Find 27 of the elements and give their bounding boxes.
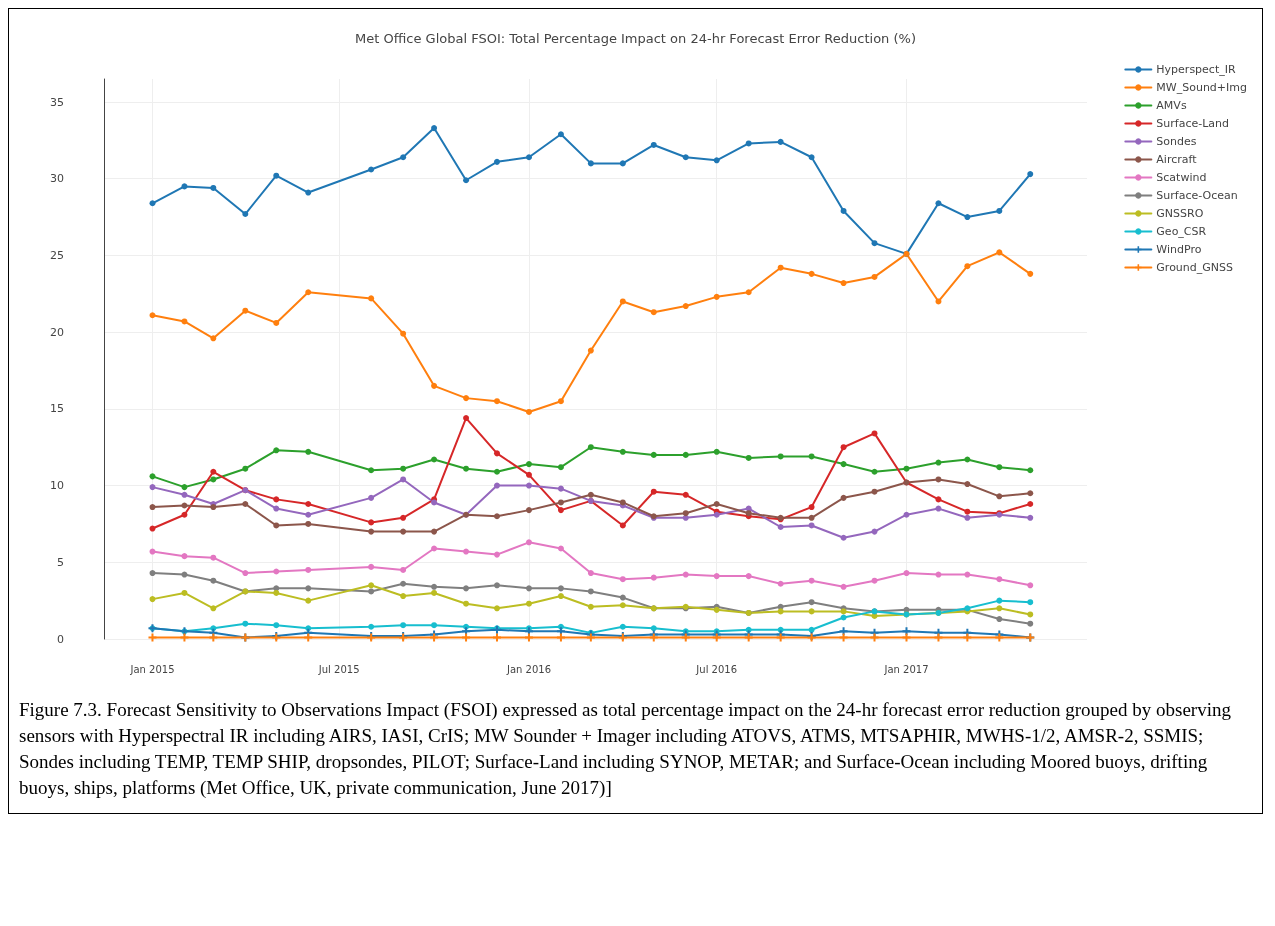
legend-label: Scatwind xyxy=(1156,171,1207,184)
legend-label: GNSSRO xyxy=(1156,207,1204,220)
legend-label: MW_Sound+Img xyxy=(1156,81,1248,94)
y-tick-label: 15 xyxy=(50,402,64,416)
y-tick-label: 30 xyxy=(50,172,64,186)
legend-label: AMVs xyxy=(1156,99,1187,112)
y-tick-label: 25 xyxy=(50,248,64,262)
y-tick-label: 0 xyxy=(57,632,64,646)
legend-label: WindPro xyxy=(1156,243,1202,256)
legend-label: Hyperspect_IR xyxy=(1156,63,1236,76)
legend-label: Surface-Land xyxy=(1156,117,1230,130)
legend-label: Aircraft xyxy=(1156,153,1198,166)
y-tick-label: 10 xyxy=(50,479,64,493)
legend-label: Geo_CSR xyxy=(1156,225,1207,238)
chart-title: Met Office Global FSOI: Total Percentage Impact on 24-hr Forecast Error Reduction (%) xyxy=(355,31,916,46)
legend-label: Surface-Ocean xyxy=(1156,189,1238,202)
x-tick-label: Jan 2015 xyxy=(129,663,175,675)
x-tick-label: Jul 2015 xyxy=(317,663,360,675)
y-tick-label: 35 xyxy=(50,95,64,109)
x-tick-label: Jan 2016 xyxy=(505,663,551,675)
caption: Figure 7.3. Forecast Sensitivity to Observations Impact (FSOI) expressed as total percentage impact on the 24-hr forecast error reduction grouped by observing sensors with Hyperspectral IR including AIRS, IASI, CrIS; MW Sounder + Imager including ATOVS, ATMS, MTSAPHIR, MWHS-1/2, AMSR-2, SSMIS; Sondes including TEMP, TEMP SHIP, dropsondes, PILOT; Surface-Land including SYNOP, METAR; and Surface-Ocean including Moored buoys, drifting buoys, ships, platforms (Met Office, UK, private communication, June 2017)] xyxy=(18,698,1232,800)
x-tick-label: Jul 2016 xyxy=(695,663,738,675)
y-tick-label: 5 xyxy=(57,555,64,569)
legend-label: Sondes xyxy=(1156,135,1197,148)
legend-label: Ground_GNSS xyxy=(1156,261,1234,274)
x-tick-label: Jan 2017 xyxy=(883,663,929,675)
y-tick-label: 20 xyxy=(50,325,64,339)
